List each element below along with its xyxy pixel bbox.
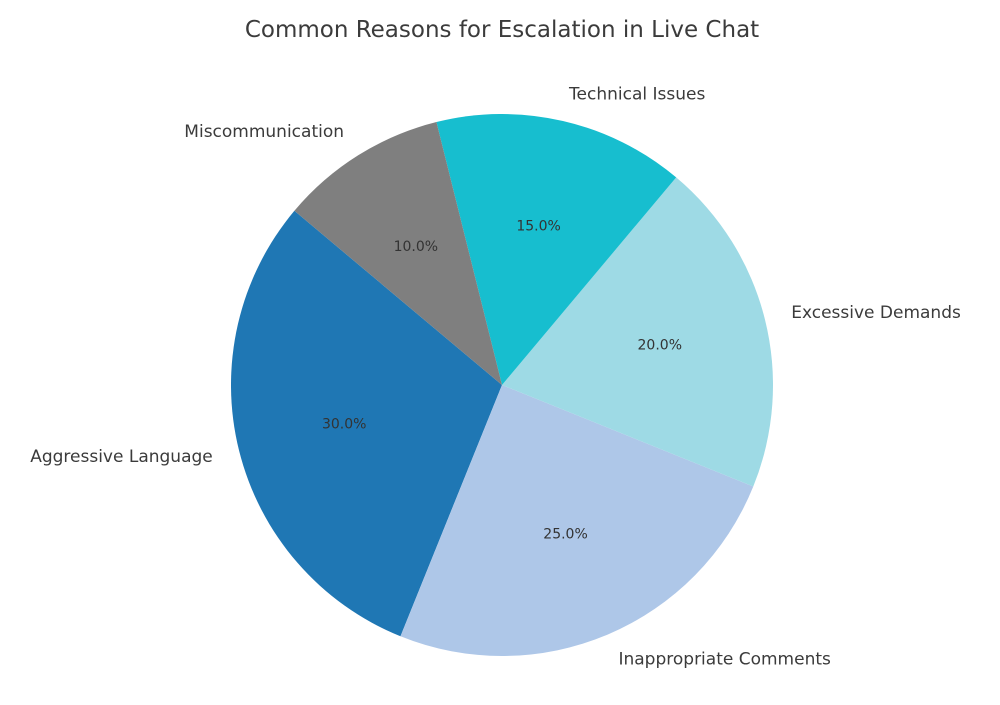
pie-slice-inappropriate-comments xyxy=(400,385,754,656)
pie-slice-miscommunication xyxy=(294,122,502,385)
pie-slice-excessive-demands xyxy=(502,177,774,487)
chart-title: Common Reasons for Escalation in Live Ch… xyxy=(245,17,759,43)
slice-label-miscommunication: Miscommunication xyxy=(184,122,344,142)
slice-percent-technical-issues: 15.0% xyxy=(516,219,560,235)
slice-label-inappropriate-comments: Inappropriate Comments xyxy=(618,649,831,669)
pie-labels: Aggressive Language 30.0% Inappropriate Co… xyxy=(30,85,961,670)
slice-percent-excessive-demands: 20.0% xyxy=(638,338,682,354)
pie-slices xyxy=(230,114,774,656)
slice-percent-miscommunication: 10.0% xyxy=(394,239,438,255)
pie-slice-technical-issues xyxy=(436,114,677,386)
slice-percent-inappropriate-comments: 25.0% xyxy=(543,527,587,543)
slice-label-technical-issues: Technical Issues xyxy=(568,85,705,105)
slice-label-excessive-demands: Excessive Demands xyxy=(791,303,961,323)
slice-label-aggressive-language: Aggressive Language xyxy=(30,447,213,467)
pie-slice-aggressive-language xyxy=(230,210,503,637)
slice-percent-aggressive-language: 30.0% xyxy=(322,416,366,432)
